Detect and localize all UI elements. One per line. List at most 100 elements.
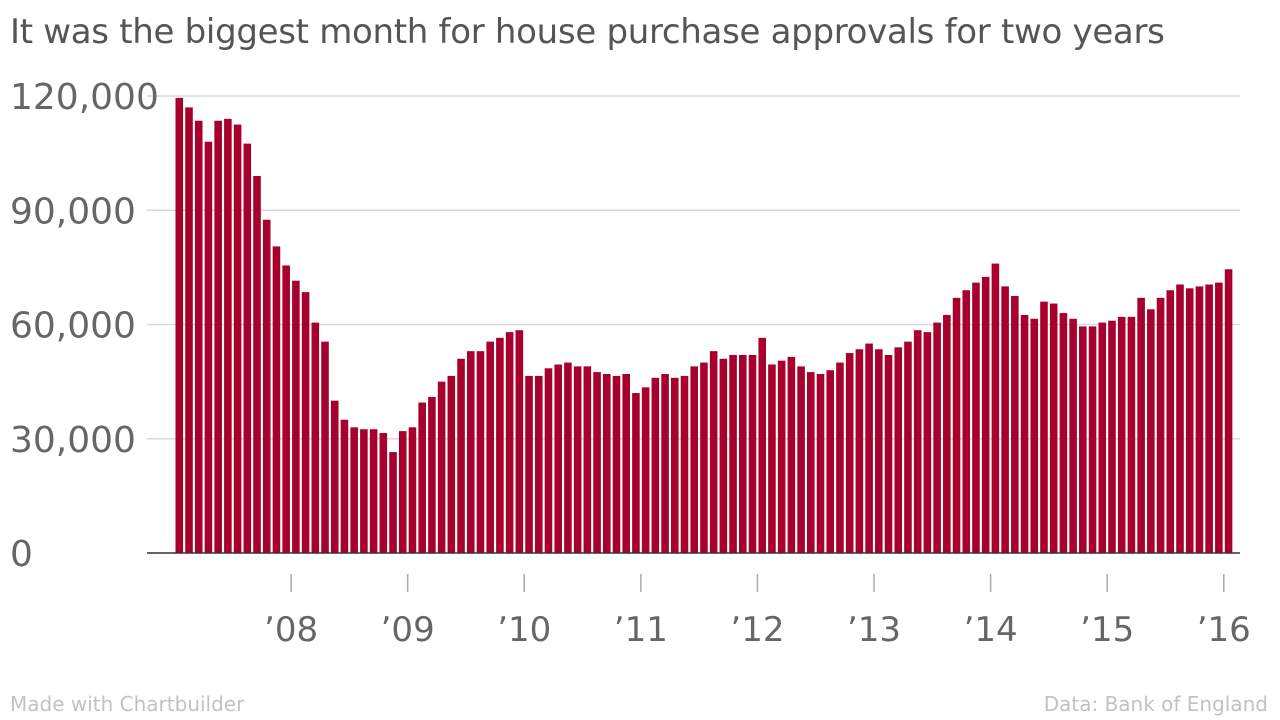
x-tick-label: ’13: [847, 610, 901, 650]
bar: [836, 362, 844, 553]
bar: [661, 374, 669, 553]
bar: [981, 276, 990, 553]
bar: [272, 246, 281, 553]
bar: [1088, 326, 1097, 553]
bar: [680, 375, 689, 553]
x-axis-ticks: [290, 574, 1225, 592]
bar: [855, 349, 864, 553]
bar: [262, 219, 271, 553]
bar: [700, 362, 708, 553]
bar: [991, 263, 1000, 553]
bar: [379, 433, 388, 553]
bar: [894, 347, 903, 553]
bar: [408, 427, 417, 553]
bar: [428, 396, 436, 553]
bar: [1049, 303, 1058, 553]
x-tick-label: ’14: [964, 610, 1018, 650]
bar: [1156, 297, 1165, 553]
bar: [972, 282, 980, 553]
x-tick-label: ’12: [730, 610, 784, 650]
bar: [1001, 286, 1009, 553]
bar: [622, 374, 630, 553]
bar: [544, 368, 553, 553]
bar: [1079, 326, 1087, 553]
bar: [340, 419, 349, 553]
bar: [301, 292, 310, 553]
bar: [369, 429, 378, 553]
data-source: Data: Bank of England: [1043, 692, 1268, 716]
bar: [418, 402, 426, 553]
bar: [904, 341, 912, 553]
bar: [1117, 316, 1126, 553]
bar: [748, 354, 757, 553]
bar: [398, 431, 407, 553]
bar: [641, 387, 650, 553]
bar: [505, 332, 514, 553]
chartbuilder-credit[interactable]: Made with Chartbuilder: [10, 692, 245, 716]
bar: [360, 429, 368, 553]
bar: [476, 351, 485, 553]
x-tick-label: ’10: [497, 610, 551, 650]
bar: [515, 330, 524, 553]
bar: [602, 374, 611, 553]
bar: [1224, 269, 1233, 553]
bar: [233, 124, 242, 553]
bar: [1108, 320, 1116, 553]
bar: [719, 358, 728, 553]
bar: [194, 120, 203, 553]
bar: [253, 175, 261, 554]
bar: [204, 141, 213, 553]
bar: [350, 427, 358, 553]
y-tick-label: 90,000: [10, 191, 136, 232]
x-tick-label: ’11: [614, 610, 668, 650]
x-tick-label: ’09: [381, 610, 435, 650]
bar: [884, 354, 893, 553]
bar: [943, 314, 951, 553]
bar: [807, 372, 815, 553]
bar: [1176, 284, 1184, 553]
bar: [816, 374, 825, 553]
bar: [1205, 284, 1213, 553]
bar: [437, 381, 446, 554]
bar: [690, 366, 699, 553]
bar: [913, 330, 922, 553]
y-tick-label: 30,000: [10, 420, 136, 461]
y-tick-label: 120,000: [10, 77, 159, 118]
y-axis-labels: 0 30,000 60,000 90,000 120,000: [10, 77, 159, 575]
bar: [224, 118, 232, 553]
bar: [826, 370, 835, 553]
bar: [933, 322, 941, 553]
bar: [1127, 316, 1136, 553]
bar: [185, 107, 193, 554]
bar: [175, 97, 184, 554]
bar: [758, 337, 767, 553]
bar: [573, 366, 582, 553]
bar: [671, 377, 679, 553]
bar: [1020, 314, 1029, 553]
bar: [612, 375, 621, 553]
bar: [583, 366, 592, 553]
chart-title: It was the biggest month for house purch…: [10, 12, 1165, 52]
bar: [243, 143, 252, 553]
bar: [709, 351, 718, 553]
x-tick-label: ’16: [1197, 610, 1251, 650]
bar: [1011, 295, 1019, 553]
bar: [952, 297, 961, 553]
bar: [1098, 322, 1107, 553]
bar: [845, 353, 854, 553]
bar: [865, 343, 873, 553]
bar: [875, 349, 883, 553]
bar: [1059, 313, 1068, 553]
bar: [797, 366, 805, 553]
bar: [1040, 301, 1048, 553]
bar: [214, 120, 222, 553]
bar: [1030, 318, 1039, 553]
bar: [1147, 309, 1155, 553]
bar: [1069, 318, 1077, 553]
bar: [466, 351, 475, 553]
bar: [447, 375, 456, 553]
x-tick-label: ’15: [1080, 610, 1134, 650]
bar: [777, 360, 786, 553]
y-tick-label: 0: [10, 534, 33, 575]
bar: [787, 356, 796, 553]
